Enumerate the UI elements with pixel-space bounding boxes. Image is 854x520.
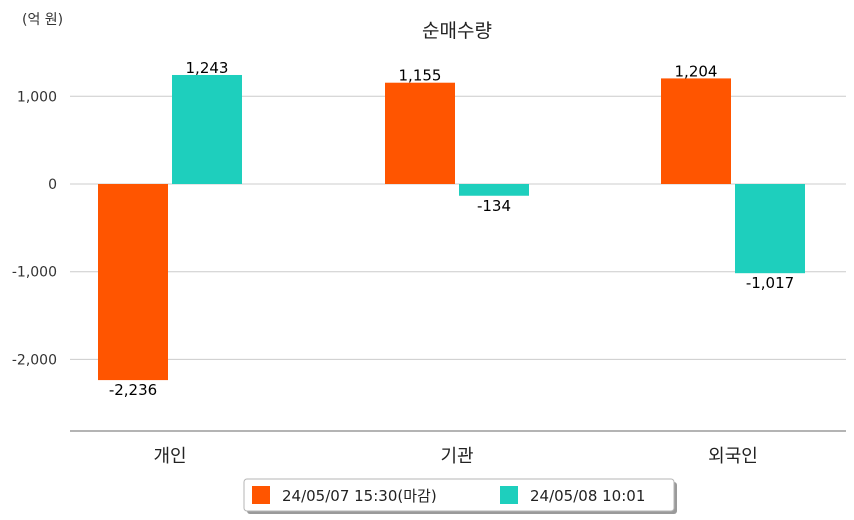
legend-swatch-series-1	[252, 486, 270, 504]
bar	[172, 74, 242, 184]
data-label: 1,204	[675, 62, 718, 80]
x-tick-label: 외국인	[708, 446, 758, 467]
y-tick-label: 0	[48, 177, 57, 193]
y-axis-ticks: 1,000 0 -1,000 -2,000	[12, 89, 57, 368]
chart-title: 순매수량	[422, 20, 492, 42]
bar	[661, 78, 731, 184]
bar	[735, 184, 805, 274]
x-tick-label: 기관	[440, 446, 473, 467]
x-tick-label: 개인	[153, 446, 186, 467]
data-label: -1,017	[746, 274, 794, 292]
legend-label-series-2: 24/05/08 10:01	[530, 487, 645, 505]
legend-box	[243, 478, 675, 512]
data-label: 1,243	[186, 59, 229, 77]
data-label: -2,236	[109, 381, 157, 399]
legend: 24/05/07 15:30(마감) 24/05/08 10:01	[243, 478, 677, 514]
y-tick-label: -2,000	[12, 352, 57, 368]
data-label: 1,155	[399, 67, 442, 85]
bar	[98, 184, 168, 381]
y-tick-label: -1,000	[12, 265, 57, 281]
y-tick-label: 1,000	[17, 89, 57, 105]
data-labels: -2,236 1,155 1,204 1,243 -134 -1,017	[109, 59, 794, 399]
data-label: -134	[477, 197, 511, 215]
legend-swatch-series-2	[500, 486, 518, 504]
bar	[385, 82, 455, 184]
bar	[459, 184, 529, 196]
unit-label: (억 원)	[22, 12, 63, 28]
x-axis-ticks: 개인 기관 외국인	[153, 446, 757, 467]
legend-label-series-1: 24/05/07 15:30(마감)	[282, 487, 437, 505]
bars	[98, 74, 805, 381]
